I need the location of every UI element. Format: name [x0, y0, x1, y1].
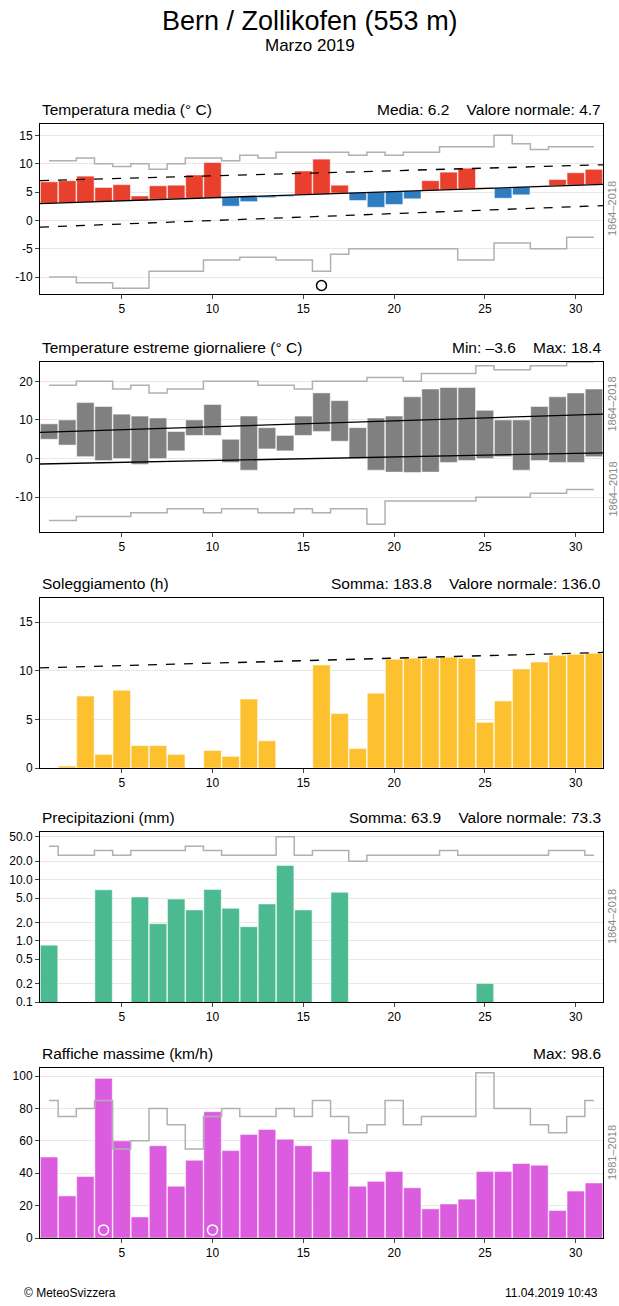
svg-text:-10: -10 — [15, 270, 33, 284]
svg-text:0: 0 — [26, 1231, 33, 1245]
svg-text:15: 15 — [19, 129, 33, 143]
svg-text:30: 30 — [569, 302, 583, 316]
svg-text:1864–2018: 1864–2018 — [607, 461, 619, 516]
svg-text:Media: 6.2 Valore normale:: Media: 6.2 Valore normale: 4.7 — [377, 101, 601, 118]
svg-text:Somma: 63.9 Valore normale:: Somma: 63.9 Valore normale: 73.3 — [349, 809, 601, 826]
svg-text:40: 40 — [19, 1166, 33, 1180]
svg-text:0.2: 0.2 — [16, 977, 33, 991]
svg-text:25: 25 — [478, 1010, 492, 1024]
svg-text:Raffiche massime (km/h): Raffiche massime (km/h) — [42, 1045, 213, 1062]
svg-text:30: 30 — [569, 540, 583, 554]
svg-text:0.5: 0.5 — [16, 952, 33, 966]
svg-text:-5: -5 — [22, 242, 33, 256]
svg-text:50.0: 50.0 — [9, 830, 33, 844]
svg-text:20: 20 — [387, 1246, 401, 1260]
svg-text:10.0: 10.0 — [9, 873, 33, 887]
svg-text:10: 10 — [206, 1246, 220, 1260]
svg-text:20: 20 — [387, 1010, 401, 1024]
svg-text:30: 30 — [569, 1010, 583, 1024]
svg-text:20: 20 — [19, 1199, 33, 1213]
svg-text:25: 25 — [478, 776, 492, 790]
svg-text:20: 20 — [387, 776, 401, 790]
svg-text:10: 10 — [19, 664, 33, 678]
svg-text:0: 0 — [26, 452, 33, 466]
svg-text:-10: -10 — [15, 490, 33, 504]
svg-text:1.0: 1.0 — [16, 934, 33, 948]
svg-text:30: 30 — [569, 776, 583, 790]
svg-text:15: 15 — [297, 1246, 311, 1260]
svg-text:Max: 98.6: Max: 98.6 — [533, 1045, 601, 1062]
svg-text:5: 5 — [118, 540, 125, 554]
svg-text:2.0: 2.0 — [16, 916, 33, 930]
svg-text:30: 30 — [569, 1246, 583, 1260]
svg-text:Somma: 183.8 Valore normale: Somma: 183.8 Valore normale: 136.0 — [331, 575, 601, 592]
svg-text:Soleggiamento (h): Soleggiamento (h) — [42, 575, 169, 592]
svg-text:10: 10 — [206, 1010, 220, 1024]
svg-text:10: 10 — [206, 302, 220, 316]
svg-text:1981–2018: 1981–2018 — [606, 1125, 618, 1180]
svg-text:20: 20 — [387, 302, 401, 316]
svg-text:20: 20 — [387, 540, 401, 554]
svg-text:15: 15 — [297, 776, 311, 790]
svg-text:20.0: 20.0 — [9, 854, 33, 868]
svg-text:Temperatura media (° C): Temperatura media (° C) — [42, 101, 212, 118]
svg-text:5: 5 — [118, 302, 125, 316]
svg-text:Temperature estreme giornalier: Temperature estreme giornaliere (° C) — [42, 339, 302, 356]
svg-text:5: 5 — [118, 776, 125, 790]
svg-text:60: 60 — [19, 1134, 33, 1148]
svg-text:25: 25 — [478, 1246, 492, 1260]
svg-text:10: 10 — [19, 413, 33, 427]
svg-text:5: 5 — [118, 1246, 125, 1260]
svg-text:1864–2018: 1864–2018 — [606, 181, 618, 236]
svg-text:10: 10 — [206, 540, 220, 554]
svg-text:100: 100 — [13, 1069, 33, 1083]
svg-text:0: 0 — [26, 214, 33, 228]
svg-text:© MeteoSvizzera: © MeteoSvizzera — [24, 1286, 116, 1300]
svg-text:20: 20 — [19, 375, 33, 389]
svg-text:5: 5 — [118, 1010, 125, 1024]
svg-text:15: 15 — [297, 1010, 311, 1024]
svg-text:1864–2018: 1864–2018 — [606, 889, 618, 944]
svg-text:5.0: 5.0 — [16, 891, 33, 905]
svg-text:25: 25 — [478, 302, 492, 316]
svg-text:15: 15 — [19, 615, 33, 629]
svg-text:80: 80 — [19, 1102, 33, 1116]
svg-text:0.1: 0.1 — [16, 995, 33, 1009]
svg-text:25: 25 — [478, 540, 492, 554]
svg-text:10: 10 — [206, 776, 220, 790]
svg-text:11.04.2019 10:43: 11.04.2019 10:43 — [505, 1286, 598, 1300]
svg-text:10: 10 — [19, 157, 33, 171]
svg-text:Marzo 2019: Marzo 2019 — [265, 36, 355, 55]
svg-text:0: 0 — [26, 761, 33, 775]
svg-text:Min: –3.6 Max: 18.4: Min: –3.6 Max: 18.4 — [452, 339, 601, 356]
svg-text:5: 5 — [26, 185, 33, 199]
svg-text:15: 15 — [297, 302, 311, 316]
svg-text:1864–2018: 1864–2018 — [606, 376, 618, 431]
svg-text:Precipitazioni (mm): Precipitazioni (mm) — [42, 809, 175, 826]
svg-text:15: 15 — [297, 540, 311, 554]
svg-text:Bern / Zollikofen (553 m): Bern / Zollikofen (553 m) — [162, 6, 458, 36]
svg-text:5: 5 — [26, 713, 33, 727]
